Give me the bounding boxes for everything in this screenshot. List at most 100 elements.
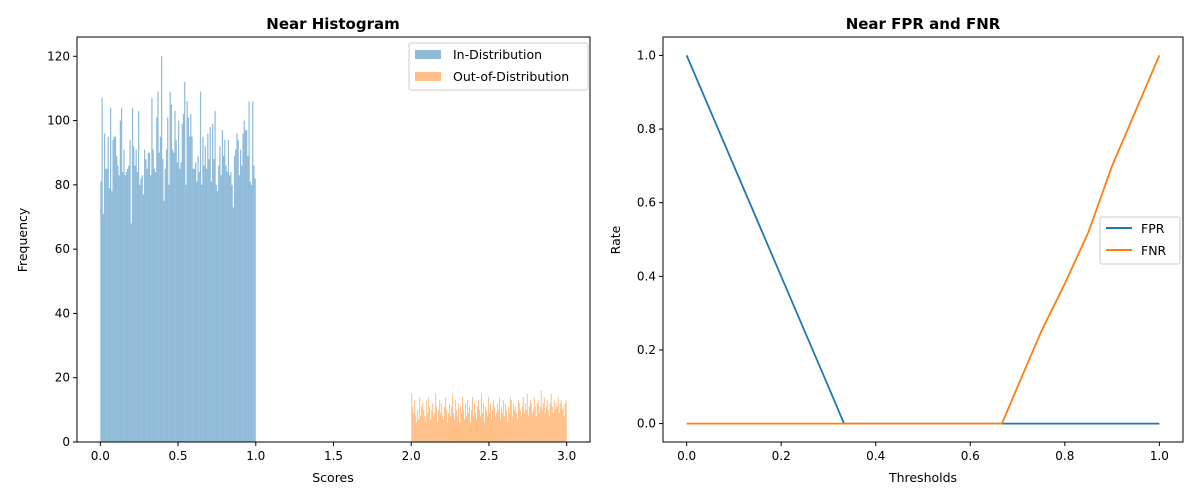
bar-out-of-distribution — [442, 416, 444, 442]
bar-out-of-distribution — [414, 400, 416, 442]
bar-in-distribution — [182, 114, 185, 443]
bar-in-distribution — [241, 165, 243, 443]
bar-in-distribution — [180, 162, 182, 442]
bar-in-distribution — [190, 114, 192, 443]
x-tick-label: 0.6 — [961, 449, 980, 463]
bar-out-of-distribution — [461, 413, 463, 442]
bar-out-of-distribution — [427, 413, 429, 442]
bar-in-distribution — [157, 91, 159, 443]
histogram-legend: In-Distribution Out-of-Distribution — [408, 42, 589, 91]
bar-out-of-distribution — [424, 416, 426, 442]
bar-in-distribution — [120, 107, 123, 442]
y-tick-label: 1.0 — [637, 48, 656, 62]
rate-legend: FPR FNR — [1099, 216, 1181, 265]
bar-out-of-distribution — [525, 409, 527, 442]
bar-out-of-distribution — [468, 413, 470, 442]
bar-out-of-distribution — [460, 406, 462, 442]
bar-out-of-distribution — [476, 419, 477, 442]
bar-out-of-distribution — [456, 409, 458, 442]
bar-out-of-distribution — [543, 397, 545, 442]
bar-out-of-distribution — [484, 406, 486, 442]
bar-out-of-distribution — [521, 406, 523, 442]
bar-in-distribution — [148, 152, 151, 442]
bar-in-distribution — [170, 104, 172, 442]
bar-out-of-distribution — [540, 390, 542, 442]
bar-in-distribution — [221, 130, 223, 442]
bar-out-of-distribution — [467, 400, 469, 442]
bar-out-of-distribution — [439, 400, 441, 442]
bar-in-distribution — [119, 120, 121, 443]
histogram-y-ticks: 0 20 40 60 80 100 120 — [47, 49, 77, 449]
bar-out-of-distribution — [527, 416, 529, 442]
bar-out-of-distribution — [430, 419, 432, 442]
bar-in-distribution — [164, 168, 166, 443]
bar-out-of-distribution — [435, 393, 437, 442]
bar-in-distribution — [176, 162, 179, 442]
bar-out-of-distribution — [422, 403, 424, 442]
bar-in-distribution — [100, 181, 102, 442]
bar-in-distribution — [117, 165, 119, 443]
bar-out-of-distribution — [555, 403, 557, 442]
x-tick-label: 1.5 — [324, 449, 343, 463]
bar-in-distribution — [248, 101, 250, 443]
bar-in-distribution — [254, 178, 256, 442]
bar-in-distribution — [188, 136, 191, 442]
bar-out-of-distribution — [533, 397, 535, 442]
bar-out-of-distribution — [541, 409, 543, 442]
bar-out-of-distribution — [559, 403, 561, 442]
bar-out-of-distribution — [536, 403, 538, 442]
bar-in-distribution — [127, 168, 129, 443]
legend-label-fpr: FPR — [1141, 221, 1165, 236]
bar-in-distribution — [230, 172, 232, 442]
bar-out-of-distribution — [474, 403, 476, 442]
series-line-fpr — [685, 55, 1160, 425]
y-tick-label: 40 — [55, 306, 70, 320]
x-tick-label: 0.2 — [772, 449, 791, 463]
bar-in-distribution — [175, 139, 177, 442]
rate-frame — [662, 36, 1184, 443]
bar-out-of-distribution — [538, 413, 540, 442]
bar-out-of-distribution — [420, 416, 422, 442]
bar-out-of-distribution — [412, 406, 414, 442]
bar-in-distribution — [136, 172, 138, 442]
bar-out-of-distribution — [490, 419, 492, 442]
bar-in-distribution — [242, 133, 244, 442]
rate-x-ticks: 0.0 0.2 0.4 0.6 0.8 1.0 — [677, 442, 1169, 463]
bar-in-distribution — [227, 139, 230, 442]
bar-in-distribution — [139, 184, 141, 442]
bar-in-distribution — [114, 136, 117, 442]
bar-in-distribution — [232, 207, 234, 442]
x-tick-label: 0.0 — [677, 449, 696, 463]
bar-in-distribution — [224, 139, 226, 442]
bar-in-distribution — [192, 168, 194, 443]
bar-in-distribution — [168, 184, 170, 442]
bar-out-of-distribution — [557, 397, 559, 442]
bar-in-distribution — [252, 101, 254, 443]
bar-in-distribution — [110, 107, 112, 442]
bar-in-distribution — [163, 200, 165, 442]
legend-swatch-out-of-distribution — [415, 72, 441, 81]
bar-out-of-distribution — [522, 397, 524, 442]
bar-in-distribution — [198, 172, 200, 442]
bar-in-distribution — [142, 194, 145, 442]
bar-out-of-distribution — [508, 413, 510, 442]
bar-out-of-distribution — [415, 416, 417, 442]
bar-out-of-distribution — [551, 406, 553, 442]
bar-in-distribution — [244, 130, 247, 442]
legend-label-in-distribution: In-Distribution — [453, 47, 542, 62]
bar-in-distribution — [145, 159, 147, 442]
bar-in-distribution — [205, 168, 208, 443]
bar-in-distribution — [112, 139, 114, 442]
bar-out-of-distribution — [436, 406, 438, 442]
bar-in-distribution — [133, 146, 135, 443]
bar-in-distribution — [204, 146, 206, 443]
bar-in-distribution — [199, 91, 202, 443]
bar-in-distribution — [210, 181, 213, 442]
bar-out-of-distribution — [432, 403, 434, 442]
bar-in-distribution — [108, 188, 111, 442]
y-tick-label: 0.2 — [637, 343, 656, 357]
bar-out-of-distribution — [530, 403, 532, 442]
bar-out-of-distribution — [556, 406, 558, 442]
bar-out-of-distribution — [465, 403, 467, 442]
bar-in-distribution — [147, 152, 149, 442]
